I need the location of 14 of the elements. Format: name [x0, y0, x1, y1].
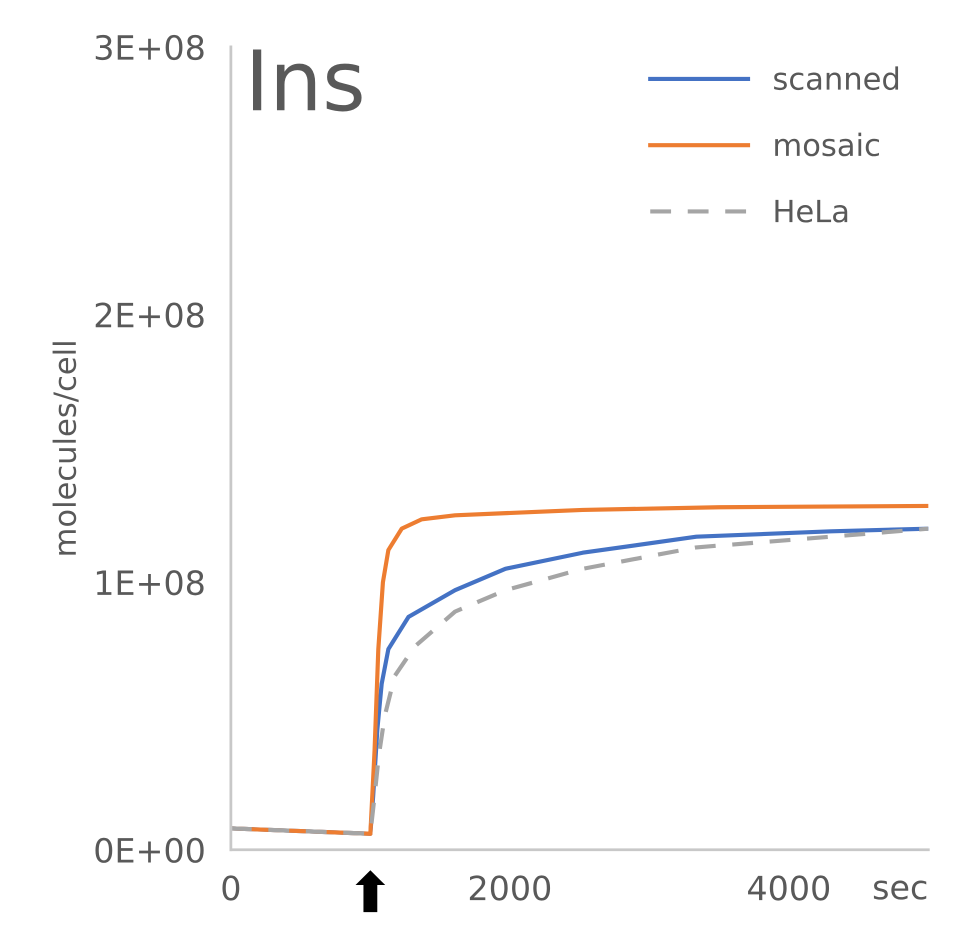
y-axis-title: molecules/cell: [52, 342, 79, 555]
legend-label: mosaic: [775, 132, 879, 156]
x-tick-label: 4000: [748, 875, 830, 901]
x-tick-label: 2000: [470, 875, 550, 901]
x-tick-label: 0: [222, 875, 240, 901]
legend-label: HeLa: [775, 200, 848, 223]
y-tick-label: 2E+08: [96, 302, 204, 328]
y-tick-label: 0E+00: [95, 838, 204, 863]
chart-title: Ins: [253, 50, 362, 112]
y-tick-label: 1E+08: [96, 570, 204, 596]
text: ⬆: [356, 870, 386, 912]
y-tick-label: 3E+08: [96, 34, 204, 60]
x-axis-title: sec: [874, 880, 926, 900]
legend-label: scanned: [774, 66, 898, 90]
